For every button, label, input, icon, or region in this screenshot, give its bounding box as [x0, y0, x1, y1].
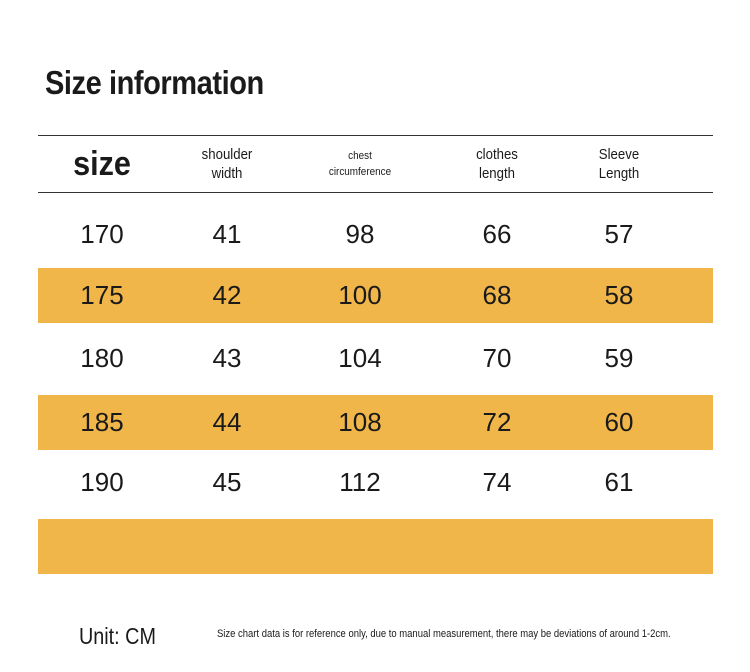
cell-size: 190 [80, 467, 124, 497]
cell-shoulder-width: 45 [212, 467, 242, 497]
cell-clothes-length: 74 [482, 467, 512, 497]
cell-sleeve-length: 59 [604, 343, 634, 373]
cell-shoulder-width: 42 [212, 280, 242, 310]
header-shoulder-width: shoulder width [201, 146, 253, 182]
cell-sleeve-length: 58 [604, 280, 634, 310]
cell-size: 170 [80, 219, 124, 249]
cell-sleeve-length: 57 [604, 219, 634, 249]
header-clothes-length: clothes length [476, 146, 518, 182]
unit-label: Unit: CM [79, 623, 156, 649]
table-row: 180 43 104 70 59 [38, 331, 713, 386]
cell-clothes-length: 70 [482, 343, 512, 373]
cell-sleeve-length: 60 [604, 407, 634, 437]
table-row: 170 41 98 66 57 [38, 207, 713, 262]
table-top-rule [38, 135, 713, 136]
cell-sleeve-length: 61 [604, 467, 634, 497]
cell-chest-circumference: 104 [338, 343, 382, 373]
size-disclaimer-note: Size chart data is for reference only, d… [217, 628, 671, 640]
cell-size: 185 [80, 407, 124, 437]
header-chest-circumference: chest circumference [328, 150, 392, 178]
header-size: size [73, 144, 131, 183]
cell-clothes-length: 72 [482, 407, 512, 437]
page-title: Size information [45, 64, 264, 101]
table-row: 190 45 112 74 61 [38, 455, 713, 510]
table-row: 185 44 108 72 60 [38, 395, 713, 450]
cell-size: 175 [80, 280, 124, 310]
cell-size: 180 [80, 343, 124, 373]
cell-chest-circumference: 108 [338, 407, 382, 437]
header-sleeve-length: Sleeve Length [598, 146, 640, 182]
cell-clothes-length: 68 [482, 280, 512, 310]
cell-chest-circumference: 112 [339, 467, 381, 497]
table-header-rule [38, 192, 713, 193]
table-header-row: size shoulder width chest circumference … [38, 136, 713, 192]
table-row-empty [38, 519, 713, 574]
cell-chest-circumference: 98 [345, 219, 375, 249]
table-row: 175 42 100 68 58 [38, 268, 713, 323]
cell-chest-circumference: 100 [338, 280, 382, 310]
cell-shoulder-width: 44 [212, 407, 242, 437]
cell-shoulder-width: 43 [212, 343, 242, 373]
cell-clothes-length: 66 [482, 219, 512, 249]
cell-shoulder-width: 41 [212, 219, 242, 249]
